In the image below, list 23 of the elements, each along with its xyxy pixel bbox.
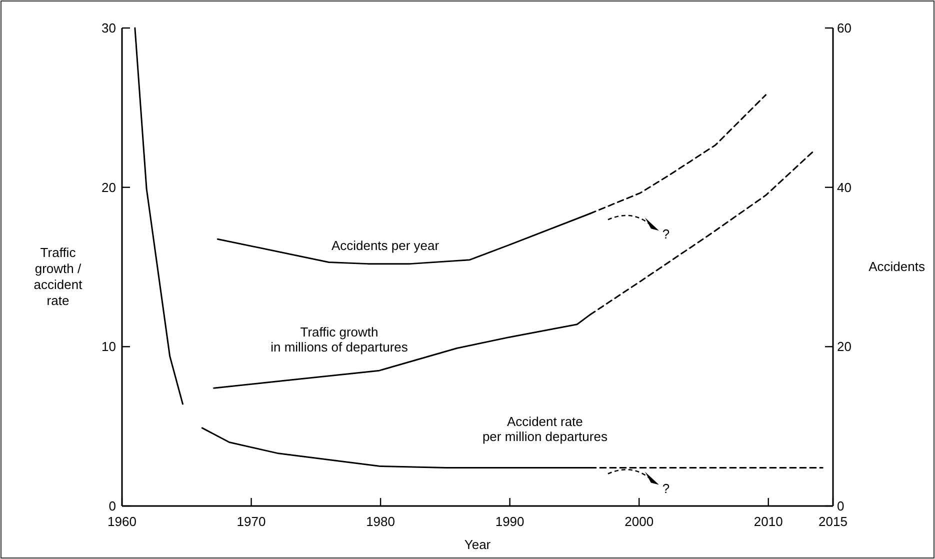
x-tick-label: 1990 — [495, 514, 524, 529]
y-axis-title: Traffic growth / accident rate — [34, 245, 83, 308]
annotation: ? — [662, 480, 670, 496]
y-tick-label: 20 — [102, 180, 116, 195]
x-tick-label: 1960 — [108, 514, 136, 529]
x-tick-label: 1970 — [236, 514, 266, 529]
annotation: ? — [662, 226, 670, 242]
x-tick-label: 2000 — [624, 514, 654, 529]
x-axis-title: Year — [464, 537, 492, 552]
series-label: Traffic growth in millions of departures — [270, 324, 408, 355]
series-label: Accidents per year — [331, 238, 440, 253]
y2-tick-label: 60 — [837, 20, 852, 36]
y2-tick-label: 20 — [837, 339, 852, 354]
y2-tick-label: 0 — [837, 498, 844, 514]
y2-tick-label: 40 — [837, 180, 852, 195]
series-label: Accident rate per million departures — [482, 414, 608, 444]
y-tick-label: 10 — [102, 339, 116, 354]
x-tick-label: 2010 — [754, 514, 783, 529]
y-tick-label: 0 — [108, 498, 116, 514]
y-tick-label: 30 — [102, 20, 116, 36]
x-tick-label: 1980 — [366, 514, 396, 529]
x-tick-label: 2015 — [818, 514, 848, 529]
y2-axis-title: Accidents — [868, 259, 926, 274]
